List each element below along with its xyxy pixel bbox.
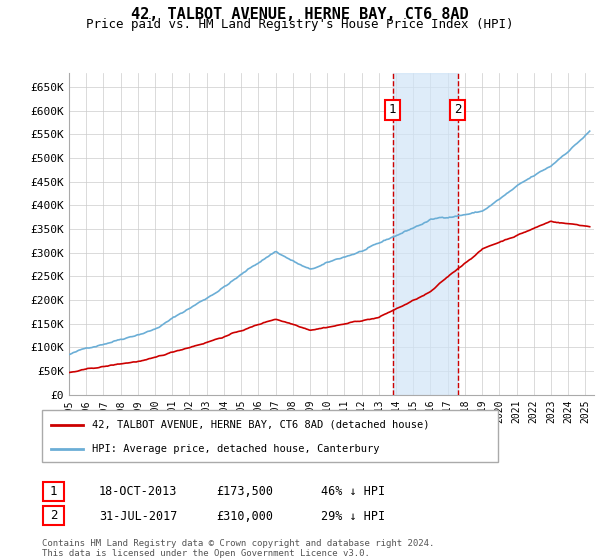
Text: £173,500: £173,500: [216, 485, 273, 498]
Text: 31-JUL-2017: 31-JUL-2017: [99, 510, 178, 523]
Text: 42, TALBOT AVENUE, HERNE BAY, CT6 8AD: 42, TALBOT AVENUE, HERNE BAY, CT6 8AD: [131, 7, 469, 22]
Text: Contains HM Land Registry data © Crown copyright and database right 2024.
This d: Contains HM Land Registry data © Crown c…: [42, 539, 434, 558]
FancyBboxPatch shape: [43, 482, 64, 501]
Text: 2: 2: [50, 509, 57, 522]
Text: 1: 1: [389, 104, 397, 116]
Text: 18-OCT-2013: 18-OCT-2013: [99, 485, 178, 498]
Bar: [392, 73, 458, 395]
Text: 46% ↓ HPI: 46% ↓ HPI: [321, 485, 385, 498]
Text: £310,000: £310,000: [216, 510, 273, 523]
Text: 42, TALBOT AVENUE, HERNE BAY, CT6 8AD (detached house): 42, TALBOT AVENUE, HERNE BAY, CT6 8AD (d…: [92, 420, 430, 430]
Text: HPI: Average price, detached house, Canterbury: HPI: Average price, detached house, Cant…: [92, 444, 380, 454]
Text: Price paid vs. HM Land Registry's House Price Index (HPI): Price paid vs. HM Land Registry's House …: [86, 18, 514, 31]
Text: 2: 2: [454, 104, 461, 116]
FancyBboxPatch shape: [43, 506, 64, 525]
Text: 1: 1: [50, 484, 57, 498]
FancyBboxPatch shape: [42, 410, 498, 462]
Text: 29% ↓ HPI: 29% ↓ HPI: [321, 510, 385, 523]
